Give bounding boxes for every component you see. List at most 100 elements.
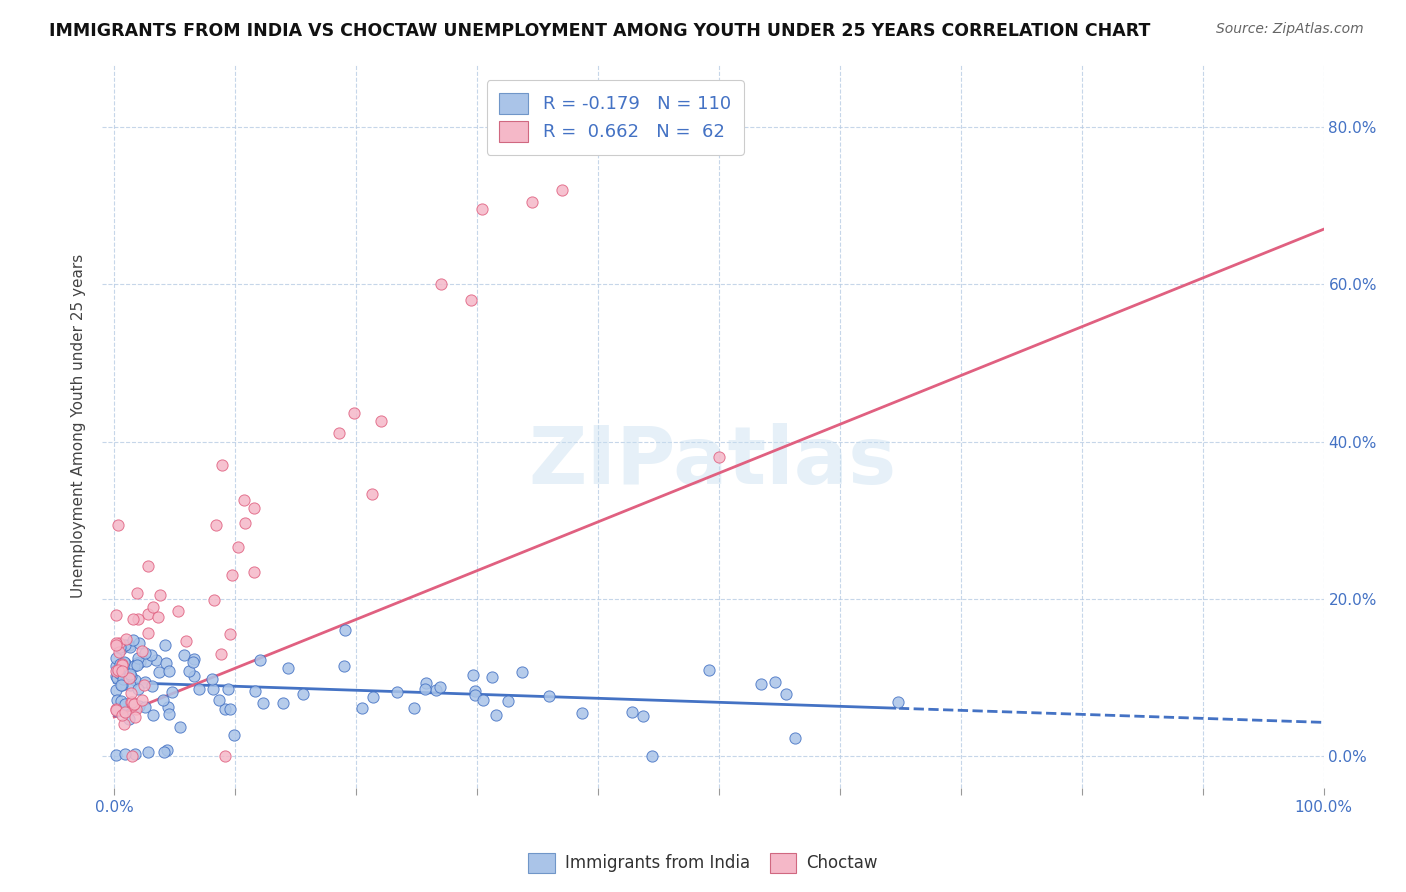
Point <box>415 675 437 690</box>
Point <box>415 682 437 697</box>
Point <box>117 638 139 652</box>
Point <box>352 701 374 715</box>
Point <box>105 693 128 707</box>
Point <box>460 293 482 307</box>
Point <box>105 664 128 678</box>
Point <box>141 679 163 693</box>
Point <box>156 699 179 714</box>
Point <box>104 683 127 698</box>
Point <box>114 697 136 711</box>
Point <box>104 658 127 673</box>
Point <box>125 658 148 673</box>
Point <box>131 693 153 707</box>
Point <box>335 623 357 637</box>
Point <box>136 558 159 573</box>
Point <box>108 665 131 680</box>
Point <box>157 664 180 678</box>
Point <box>471 693 494 707</box>
Point <box>464 684 486 698</box>
Point <box>136 626 159 640</box>
Point <box>142 600 165 615</box>
Point <box>252 697 274 711</box>
Point <box>136 607 159 621</box>
Point <box>122 698 145 713</box>
Point <box>551 183 574 197</box>
Point <box>571 706 593 721</box>
Point <box>221 567 243 582</box>
Point <box>104 701 127 715</box>
Point <box>387 684 409 698</box>
Point <box>104 636 127 650</box>
Point <box>156 743 179 757</box>
Point <box>361 487 384 501</box>
Point <box>481 670 503 684</box>
Point <box>209 648 232 662</box>
Point <box>785 731 807 745</box>
Point <box>887 695 910 709</box>
Point <box>104 651 127 665</box>
Point <box>233 492 256 507</box>
Point <box>110 694 132 708</box>
Point <box>107 663 129 677</box>
Point <box>217 681 239 696</box>
Point <box>112 672 135 686</box>
Point <box>751 677 773 691</box>
Point <box>128 699 150 714</box>
Point <box>120 677 142 691</box>
Point <box>173 648 195 663</box>
Point <box>697 663 720 677</box>
Point <box>124 673 146 687</box>
Point <box>108 657 131 671</box>
Point <box>105 661 128 675</box>
Point <box>464 688 486 702</box>
Point <box>111 663 134 677</box>
Point <box>153 745 176 759</box>
Point <box>136 745 159 759</box>
Point <box>112 655 135 669</box>
Point <box>124 747 146 761</box>
Point <box>134 678 156 692</box>
Point <box>166 603 188 617</box>
Point <box>114 639 136 653</box>
Point <box>249 653 271 667</box>
Point <box>183 652 205 666</box>
Point <box>425 683 447 698</box>
Point <box>245 684 267 698</box>
Point <box>271 696 294 710</box>
Point <box>214 749 236 764</box>
Point <box>127 651 149 665</box>
Point <box>114 705 136 719</box>
Point <box>242 565 264 579</box>
Legend: Immigrants from India, Choctaw: Immigrants from India, Choctaw <box>522 847 884 880</box>
Point <box>471 202 494 216</box>
Point <box>120 695 142 709</box>
Point <box>110 678 132 692</box>
Point <box>146 610 169 624</box>
Point <box>404 701 426 715</box>
Point <box>205 517 228 532</box>
Point <box>108 636 131 650</box>
Point <box>485 707 508 722</box>
Point <box>214 702 236 716</box>
Point <box>155 656 177 670</box>
Point <box>128 636 150 650</box>
Point <box>169 719 191 733</box>
Point <box>127 586 149 600</box>
Point <box>104 703 127 717</box>
Point <box>211 458 233 472</box>
Point <box>135 654 157 668</box>
Point <box>226 541 249 555</box>
Point <box>111 707 134 722</box>
Point <box>343 406 366 420</box>
Point <box>160 685 183 699</box>
Text: Source: ZipAtlas.com: Source: ZipAtlas.com <box>1216 22 1364 37</box>
Point <box>104 664 127 678</box>
Point <box>134 646 156 660</box>
Point <box>104 747 127 762</box>
Point <box>104 669 127 683</box>
Point <box>105 671 128 685</box>
Point <box>122 697 145 711</box>
Point <box>233 516 256 530</box>
Point <box>177 665 200 679</box>
Point <box>124 710 146 724</box>
